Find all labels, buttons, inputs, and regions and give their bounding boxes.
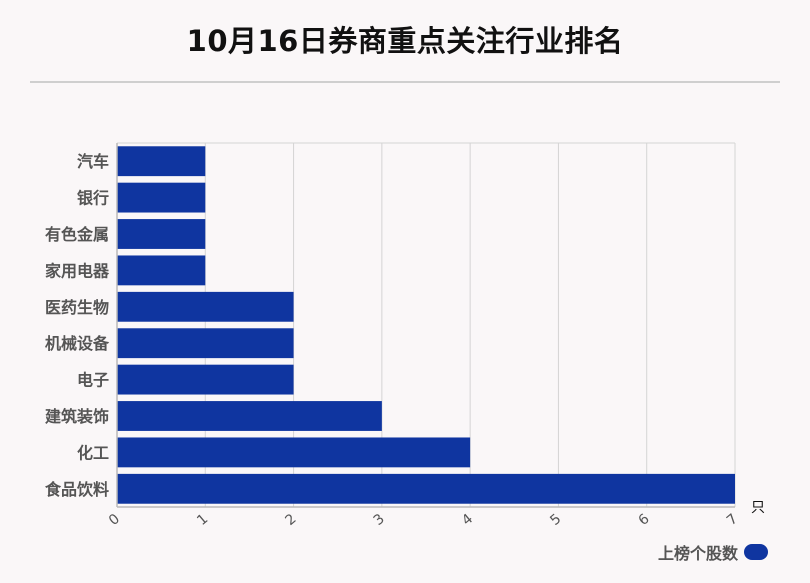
x-tick-label-2: 2 (282, 511, 299, 529)
bar-1 (117, 182, 206, 213)
bar-9 (117, 473, 735, 504)
bar-6 (117, 364, 294, 395)
legend-swatch (744, 544, 768, 560)
category-label-6: 电子 (77, 371, 109, 390)
category-label-1: 银行 (77, 189, 109, 208)
x-tick-label-3: 3 (371, 511, 388, 529)
x-tick-label-0: 0 (106, 511, 123, 529)
bar-3 (117, 255, 206, 286)
bar-7 (117, 401, 382, 431)
x-tick-label-6: 6 (636, 511, 653, 529)
x-tick-label-1: 1 (194, 511, 211, 529)
chart-title: 10月16日券商重点关注行业排名 (186, 24, 624, 58)
category-label-5: 机械设备 (45, 334, 110, 353)
x-tick-label-7: 7 (724, 511, 741, 529)
x-axis-unit: 只 (751, 500, 765, 516)
category-label-0: 汽车 (77, 152, 109, 171)
bar-2 (117, 219, 206, 249)
category-label-3: 家用电器 (45, 261, 110, 280)
category-label-9: 食品饮料 (44, 480, 109, 499)
x-tick-label-5: 5 (547, 511, 564, 529)
category-label-2: 有色金属 (45, 225, 109, 244)
x-tick-label-4: 4 (459, 511, 476, 529)
category-label-8: 化工 (77, 443, 109, 462)
category-label-4: 医药生物 (45, 298, 109, 317)
bar-0 (117, 146, 206, 177)
title-divider (30, 81, 780, 83)
bar-8 (117, 437, 471, 468)
bar-4 (117, 291, 294, 322)
category-label-7: 建筑装饰 (45, 407, 109, 426)
bar-5 (117, 328, 294, 359)
legend: 上榜个股数 (658, 540, 768, 564)
legend-label: 上榜个股数 (657, 544, 738, 563)
